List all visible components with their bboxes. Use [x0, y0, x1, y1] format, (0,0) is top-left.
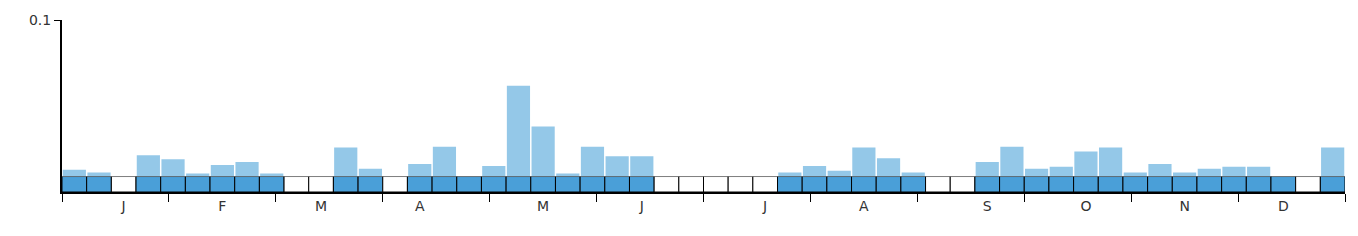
svg-text:J: J: [121, 198, 126, 214]
svg-text:D: D: [1278, 198, 1289, 214]
svg-text:J: J: [762, 198, 767, 214]
svg-text:J: J: [639, 198, 644, 214]
svg-text:O: O: [1080, 198, 1091, 214]
svg-text:0.1: 0.1: [29, 12, 51, 28]
svg-text:F: F: [218, 198, 226, 214]
svg-text:N: N: [1179, 198, 1189, 214]
svg-text:A: A: [859, 198, 869, 214]
svg-text:A: A: [415, 198, 425, 214]
svg-text:M: M: [315, 198, 327, 214]
svg-text:S: S: [983, 198, 992, 214]
svg-text:M: M: [537, 198, 549, 214]
